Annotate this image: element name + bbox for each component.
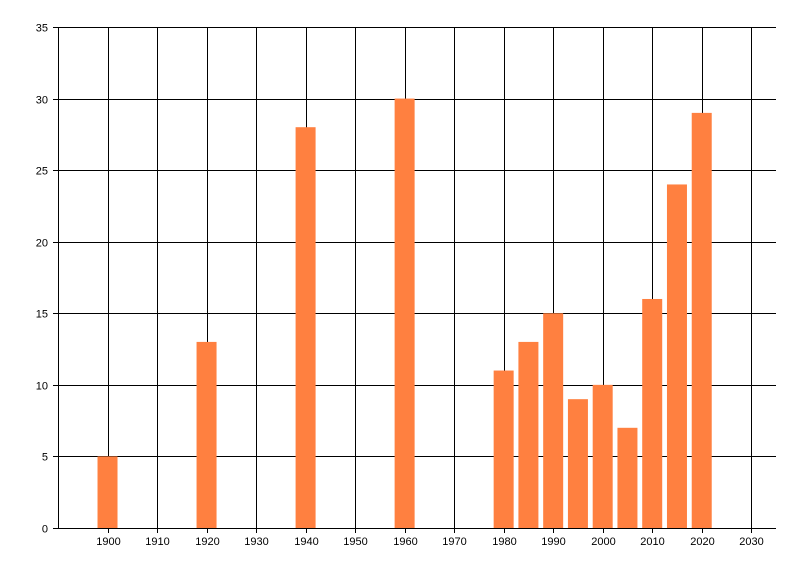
y-axis-ticks: 0 5 10 15 20 25 30 35 bbox=[36, 23, 58, 536]
x-tick-label: 1900 bbox=[96, 536, 120, 548]
x-tick-label: 1910 bbox=[145, 536, 169, 548]
x-tick-label: 1940 bbox=[294, 536, 318, 548]
y-tick-label: 0 bbox=[42, 524, 48, 536]
x-tick-label: 1980 bbox=[492, 536, 516, 548]
y-tick-label: 10 bbox=[36, 381, 48, 393]
x-tick-label: 2010 bbox=[640, 536, 664, 548]
bar-2000 bbox=[592, 384, 613, 528]
bar-1940 bbox=[295, 127, 316, 528]
x-tick-label: 2000 bbox=[591, 536, 615, 548]
bar-1995 bbox=[567, 399, 588, 528]
x-tick-label: 1970 bbox=[442, 536, 466, 548]
bar-2010 bbox=[642, 298, 663, 528]
bar-1920 bbox=[196, 341, 217, 528]
x-axis-ticks: 1900 1910 1920 1930 1940 1950 1960 1970 1980 1990… bbox=[96, 528, 764, 548]
x-tick-label: 2020 bbox=[690, 536, 714, 548]
x-tick-label: 1930 bbox=[244, 536, 268, 548]
y-tick-label: 15 bbox=[36, 309, 48, 321]
x-tick-label: 2030 bbox=[739, 536, 763, 548]
y-tick-label: 25 bbox=[36, 166, 48, 178]
x-tick-label: 1990 bbox=[541, 536, 565, 548]
x-tick-label: 1950 bbox=[343, 536, 367, 548]
y-tick-label: 30 bbox=[36, 95, 48, 107]
bars bbox=[97, 98, 712, 529]
bar-2015 bbox=[666, 184, 687, 528]
axes bbox=[58, 27, 776, 529]
bar-1900 bbox=[97, 456, 118, 528]
bar-1980 bbox=[493, 370, 514, 528]
y-tick-label: 5 bbox=[42, 452, 48, 464]
bar-2020 bbox=[691, 112, 712, 528]
x-tick-label: 1920 bbox=[195, 536, 219, 548]
bar-1960 bbox=[394, 98, 415, 529]
y-tick-label: 20 bbox=[36, 238, 48, 250]
bar-2005 bbox=[617, 427, 638, 528]
y-tick-label: 35 bbox=[36, 23, 48, 35]
bar-1985 bbox=[518, 341, 539, 528]
x-tick-label: 1960 bbox=[393, 536, 417, 548]
bar-1990 bbox=[543, 313, 564, 528]
